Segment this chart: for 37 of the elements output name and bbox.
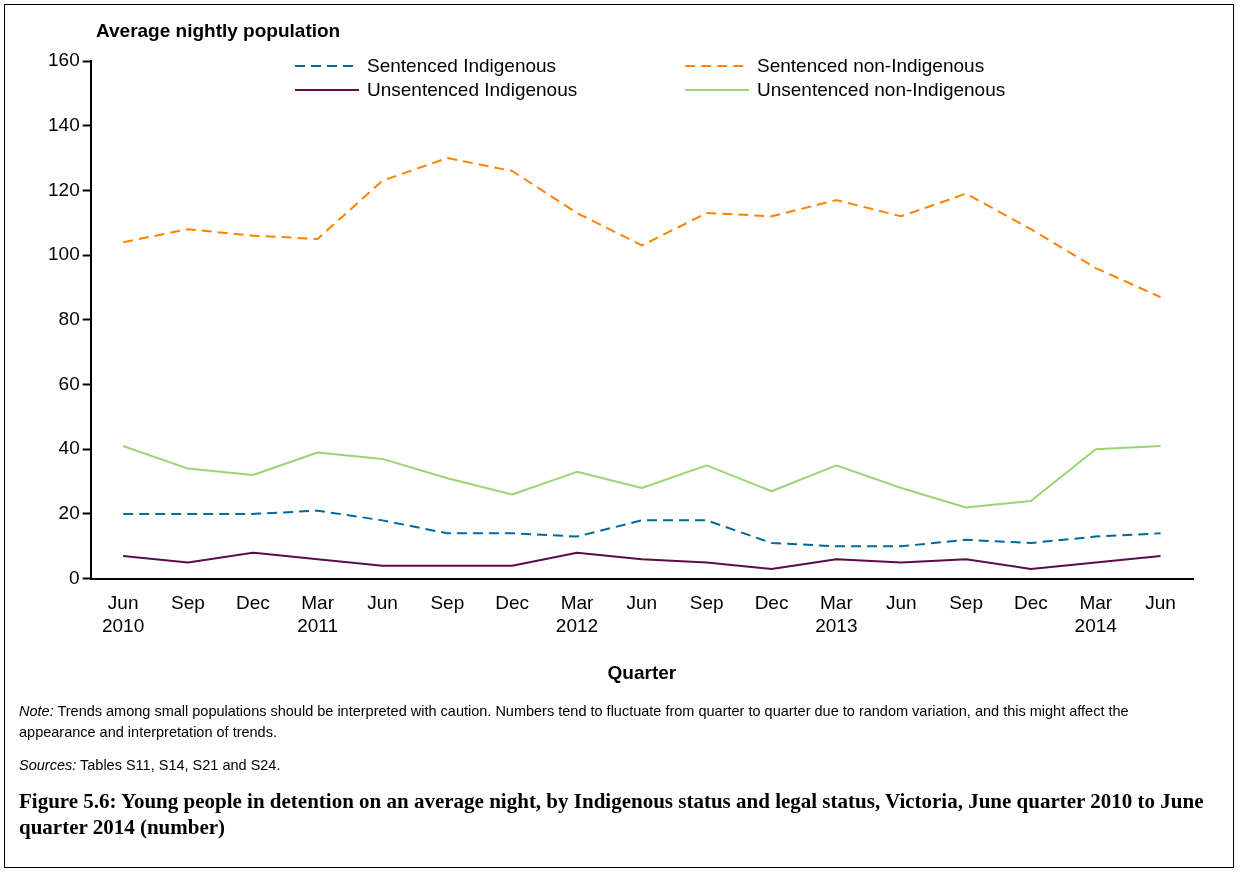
legend-label: Sentenced non-Indigenous	[757, 55, 985, 77]
x-axis-title: Quarter	[607, 661, 677, 683]
y-tick-label: 100	[48, 243, 80, 265]
text: Note: Trends among small populations should be interpreted with caution. Numbers tend to fluctuate from quarter to quarter due to random variation, and this might affect the appearance and interpretation of trends.	[19, 702, 1130, 742]
legend-label: Unsentenced non-Indigenous	[757, 79, 1006, 101]
x-tick-label: Jun 2010	[101, 592, 145, 637]
x-tick-label: Dec	[754, 592, 789, 614]
line-series	[122, 157, 1162, 299]
x-tick-label: Sep	[430, 592, 465, 614]
x-tick-label: Jun	[885, 592, 917, 614]
x-tick-label: Sep	[949, 592, 983, 614]
x-tick-label: Jun	[367, 592, 398, 614]
x-tick-label: Mar 2012	[555, 592, 599, 637]
y-tick-label: 20	[58, 502, 80, 524]
y-tick-label: 140	[48, 113, 80, 135]
y-tick-label: 80	[58, 308, 80, 330]
x-tick-label: Dec	[1014, 592, 1048, 614]
y-tick-label: 120	[48, 178, 80, 200]
legend-label: Unsentenced Indigenous	[367, 79, 578, 101]
text: Figure 5.6: Young people in detention on an average night, by Indigenous status and legal status, Victoria, June quarter 2010 to June quarter 2014 (number)	[19, 788, 1205, 840]
x-tick-label: Mar 2014	[1074, 592, 1118, 637]
x-tick-label: Dec	[235, 592, 270, 614]
x-tick-label: Sep	[689, 592, 724, 614]
y-tick-label: 60	[58, 372, 80, 394]
y-tick-label: 0	[69, 566, 80, 588]
y-axis-title: Average nightly population	[96, 20, 341, 42]
x-tick-label: Jun	[1145, 592, 1176, 614]
x-tick-label: Dec	[495, 592, 530, 614]
legend-label: Sentenced Indigenous	[367, 55, 557, 77]
line-series	[122, 509, 1162, 548]
y-tick-label: 160	[48, 49, 80, 71]
y-tick-label: 40	[58, 437, 80, 459]
source-note: Sources: Tables S11, S14, S21 and S24.	[19, 756, 282, 775]
x-tick-label: Mar 2013	[815, 592, 858, 637]
x-tick-label: Sep	[171, 592, 205, 614]
x-tick-label: Mar 2011	[297, 592, 339, 637]
x-tick-label: Jun	[626, 592, 658, 614]
